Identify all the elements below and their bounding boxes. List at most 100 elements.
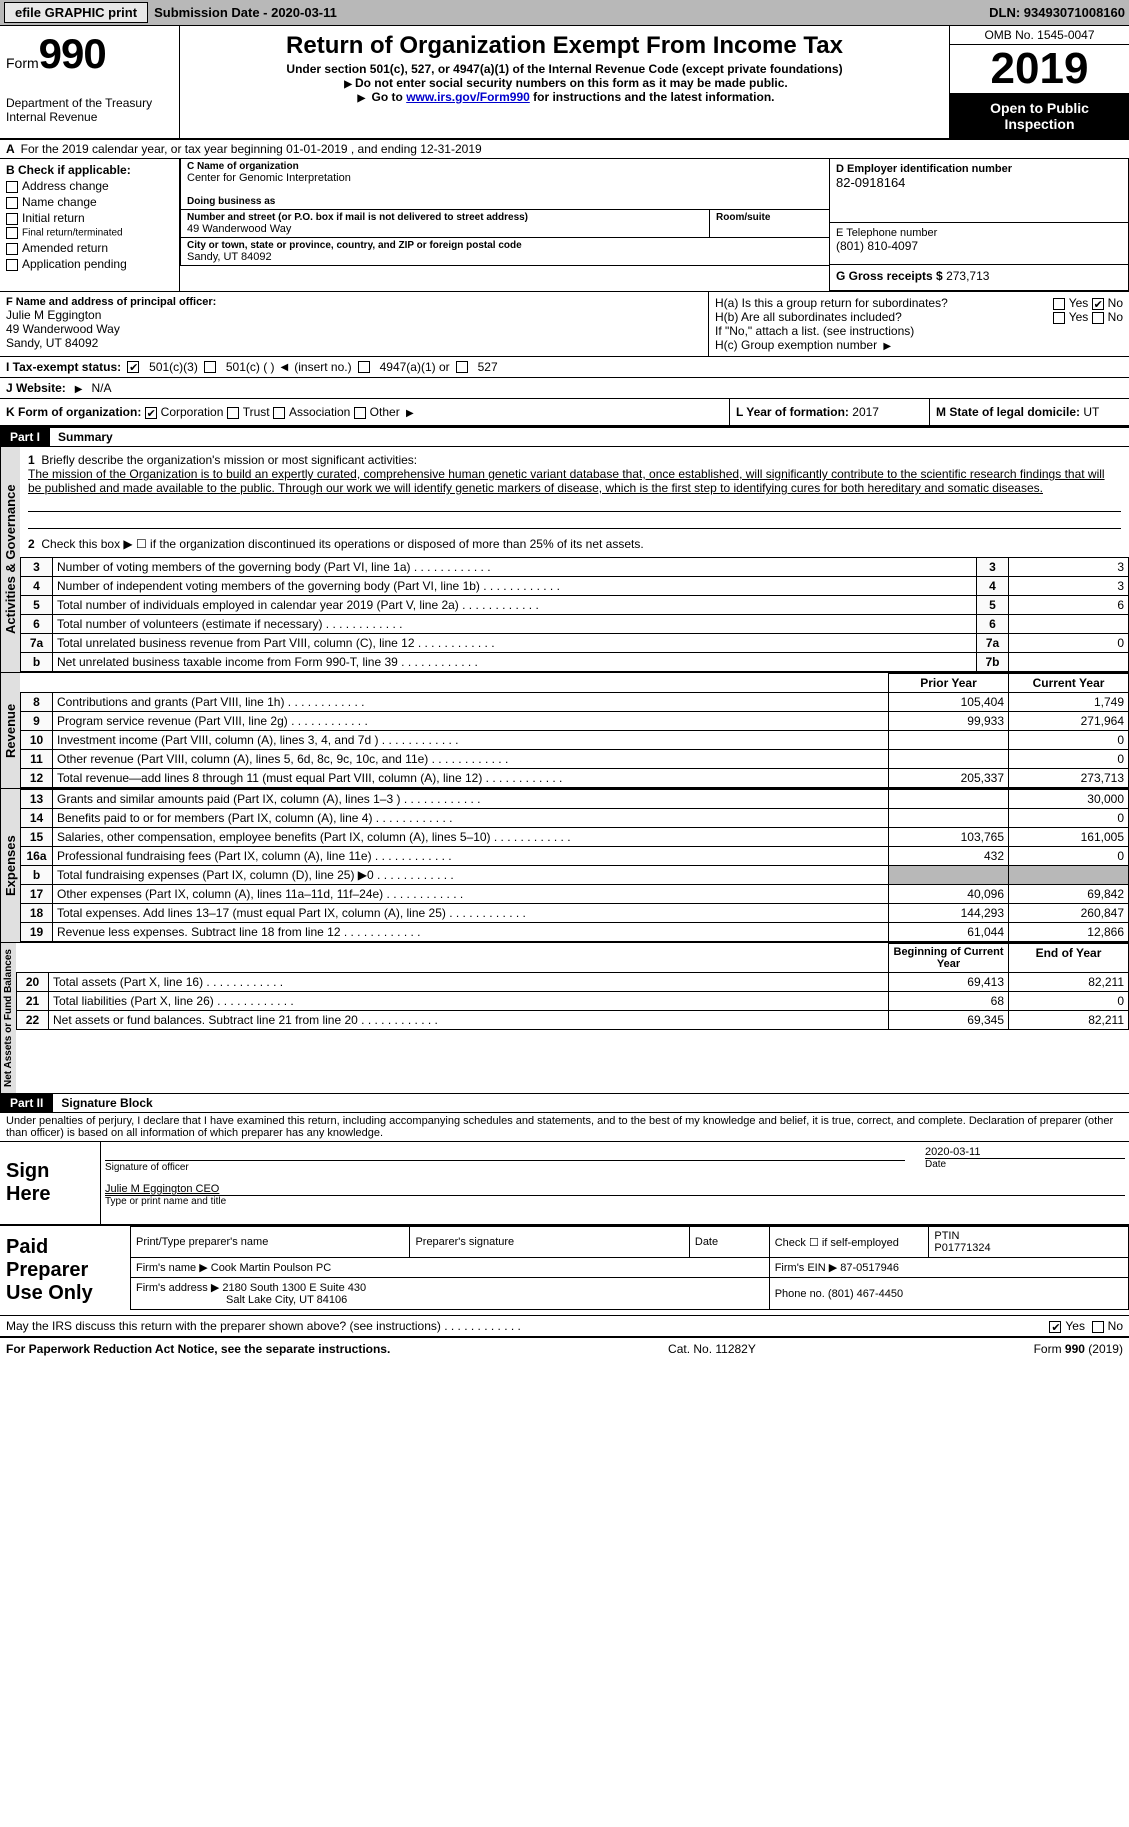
omb-number: OMB No. 1545-0047 bbox=[950, 26, 1129, 45]
table-row: 4Number of independent voting members of… bbox=[21, 577, 1129, 596]
table-row: bNet unrelated business taxable income f… bbox=[21, 653, 1129, 672]
table-row: 14Benefits paid to or for members (Part … bbox=[21, 809, 1129, 828]
sign-here-row: Sign Here Signature of officer 2020-03-1… bbox=[0, 1141, 1129, 1224]
table-row: 17Other expenses (Part IX, column (A), l… bbox=[21, 885, 1129, 904]
officer-addr2: Sandy, UT 84092 bbox=[6, 336, 702, 350]
table-row: 11Other revenue (Part VIII, column (A), … bbox=[21, 750, 1129, 769]
tax-year-line: AFor the 2019 calendar year, or tax year… bbox=[0, 140, 1129, 159]
ha-label: H(a) Is this a group return for subordin… bbox=[715, 296, 948, 310]
form-title: Return of Organization Exempt From Incom… bbox=[188, 32, 941, 60]
sig-date-label: Date bbox=[925, 1158, 1125, 1170]
chk-4947[interactable] bbox=[358, 361, 370, 373]
net-section: Net Assets or Fund Balances Beginning of… bbox=[0, 942, 1129, 1093]
footer: For Paperwork Reduction Act Notice, see … bbox=[0, 1336, 1129, 1360]
ptin-value: P01771324 bbox=[934, 1242, 1123, 1254]
chk-discuss-yes[interactable] bbox=[1049, 1321, 1061, 1333]
chk-501c[interactable] bbox=[204, 361, 216, 373]
chk-527[interactable] bbox=[456, 361, 468, 373]
mission-text: The mission of the Organization is to bu… bbox=[28, 467, 1121, 495]
header-sub2a: Do not enter social security numbers on … bbox=[188, 76, 941, 90]
bcde-block: B Check if applicable: Address change Na… bbox=[0, 159, 1129, 291]
chk-hb-yes[interactable] bbox=[1053, 312, 1065, 324]
sig-date-value: 2020-03-11 bbox=[925, 1146, 1125, 1158]
officer-name: Julie M Eggington bbox=[6, 308, 702, 322]
chk-501c3[interactable] bbox=[127, 361, 139, 373]
chk-discuss-no[interactable] bbox=[1092, 1321, 1104, 1333]
form990-link[interactable]: www.irs.gov/Form990 bbox=[406, 90, 530, 104]
firm-name: Cook Martin Poulson PC bbox=[211, 1262, 331, 1274]
part1-header: Part I Summary bbox=[0, 427, 1129, 447]
org-name-label: C Name of organization bbox=[187, 161, 823, 172]
officer-name-title: Julie M Eggington CEO bbox=[105, 1183, 1125, 1195]
hdr-end: End of Year bbox=[1009, 944, 1129, 973]
expenses-table: 13Grants and similar amounts paid (Part … bbox=[20, 789, 1129, 942]
chk-name-change[interactable] bbox=[6, 197, 18, 209]
sign-here-label: Sign Here bbox=[0, 1142, 100, 1224]
hb-label: H(b) Are all subordinates included? bbox=[715, 310, 902, 324]
chk-assoc[interactable] bbox=[273, 407, 285, 419]
dept-label: Department of the Treasury bbox=[6, 96, 173, 110]
chk-other[interactable] bbox=[354, 407, 366, 419]
gross-label: G Gross receipts $ bbox=[836, 269, 943, 283]
chk-ha-yes[interactable] bbox=[1053, 298, 1065, 310]
table-row: 8Contributions and grants (Part VIII, li… bbox=[21, 693, 1129, 712]
hdr-beginning: Beginning of Current Year bbox=[889, 944, 1009, 973]
chk-address-change[interactable] bbox=[6, 181, 18, 193]
dba-label: Doing business as bbox=[187, 196, 823, 207]
table-row: 3Number of voting members of the governi… bbox=[21, 558, 1129, 577]
firm-phone: (801) 467-4450 bbox=[828, 1288, 903, 1300]
netassets-table: Beginning of Current Year End of Year 20… bbox=[16, 943, 1129, 1030]
chk-hb-no[interactable] bbox=[1092, 312, 1104, 324]
table-row: 21Total liabilities (Part X, line 26)680 bbox=[17, 992, 1129, 1011]
right-col-de: D Employer identification number 82-0918… bbox=[829, 159, 1129, 291]
header-right: OMB No. 1545-0047 2019 Open to Public In… bbox=[949, 26, 1129, 138]
firm-ein: 87-0517946 bbox=[840, 1262, 899, 1274]
efile-button[interactable]: efile GRAPHIC print bbox=[4, 2, 148, 23]
part2-title: Signature Block bbox=[53, 1094, 160, 1112]
form-number: 990 bbox=[39, 30, 106, 78]
org-address: 49 Wanderwood Way bbox=[187, 223, 703, 235]
chk-ha-no[interactable] bbox=[1092, 298, 1104, 310]
chk-application-pending[interactable] bbox=[6, 259, 18, 271]
table-row: 7aTotal unrelated business revenue from … bbox=[21, 634, 1129, 653]
prep-h1: Print/Type preparer's name bbox=[131, 1227, 410, 1258]
phone-value: (801) 810-4097 bbox=[836, 239, 1122, 253]
part2-header: Part II Signature Block bbox=[0, 1093, 1129, 1113]
chk-corp[interactable] bbox=[145, 407, 157, 419]
prep-h3: Date bbox=[689, 1227, 769, 1258]
ein-label: D Employer identification number bbox=[836, 163, 1122, 175]
part1-bar: Part I bbox=[0, 428, 50, 446]
table-row: 22Net assets or fund balances. Subtract … bbox=[17, 1011, 1129, 1030]
ag-section: Activities & Governance 1 Briefly descri… bbox=[0, 447, 1129, 672]
ein-value: 82-0918164 bbox=[836, 175, 1122, 190]
chk-amended[interactable] bbox=[6, 243, 18, 255]
form-word: Form bbox=[6, 55, 39, 71]
hc-label: H(c) Group exemption number bbox=[715, 338, 877, 352]
table-row: 9Program service revenue (Part VIII, lin… bbox=[21, 712, 1129, 731]
gross-value: 273,713 bbox=[946, 269, 989, 283]
box-b-title: B Check if applicable: bbox=[6, 163, 173, 177]
table-row: 10Investment income (Part VIII, column (… bbox=[21, 731, 1129, 750]
table-row: 16aProfessional fundraising fees (Part I… bbox=[21, 847, 1129, 866]
chk-initial-return[interactable] bbox=[6, 213, 18, 225]
officer-addr1: 49 Wanderwood Way bbox=[6, 322, 702, 336]
table-row: 18Total expenses. Add lines 13–17 (must … bbox=[21, 904, 1129, 923]
tax-year: 2019 bbox=[950, 45, 1129, 94]
room-label: Room/suite bbox=[716, 212, 823, 223]
fh-block: F Name and address of principal officer:… bbox=[0, 291, 1129, 356]
line-i: I Tax-exempt status: 501(c)(3) 501(c) ( … bbox=[0, 356, 1129, 377]
state-domicile: UT bbox=[1083, 405, 1099, 419]
line2-text: Check this box ▶ ☐ if the organization d… bbox=[41, 537, 643, 551]
prep-h4: Check ☐ if self-employed bbox=[769, 1227, 929, 1258]
declaration-text: Under penalties of perjury, I declare th… bbox=[0, 1113, 1129, 1141]
form-header: Form 990 Department of the Treasury Inte… bbox=[0, 26, 1129, 140]
footer-right: Form 990 (2019) bbox=[1034, 1342, 1123, 1356]
header-left: Form 990 Department of the Treasury Inte… bbox=[0, 26, 180, 138]
box-b: B Check if applicable: Address change Na… bbox=[0, 159, 180, 291]
chk-final-return[interactable] bbox=[6, 227, 18, 239]
chk-trust[interactable] bbox=[227, 407, 239, 419]
addr-label: Number and street (or P.O. box if mail i… bbox=[187, 212, 703, 223]
table-row: 19Revenue less expenses. Subtract line 1… bbox=[21, 923, 1129, 942]
footer-mid: Cat. No. 11282Y bbox=[668, 1342, 756, 1356]
header-sub2b: Go to www.irs.gov/Form990 for instructio… bbox=[188, 90, 941, 104]
